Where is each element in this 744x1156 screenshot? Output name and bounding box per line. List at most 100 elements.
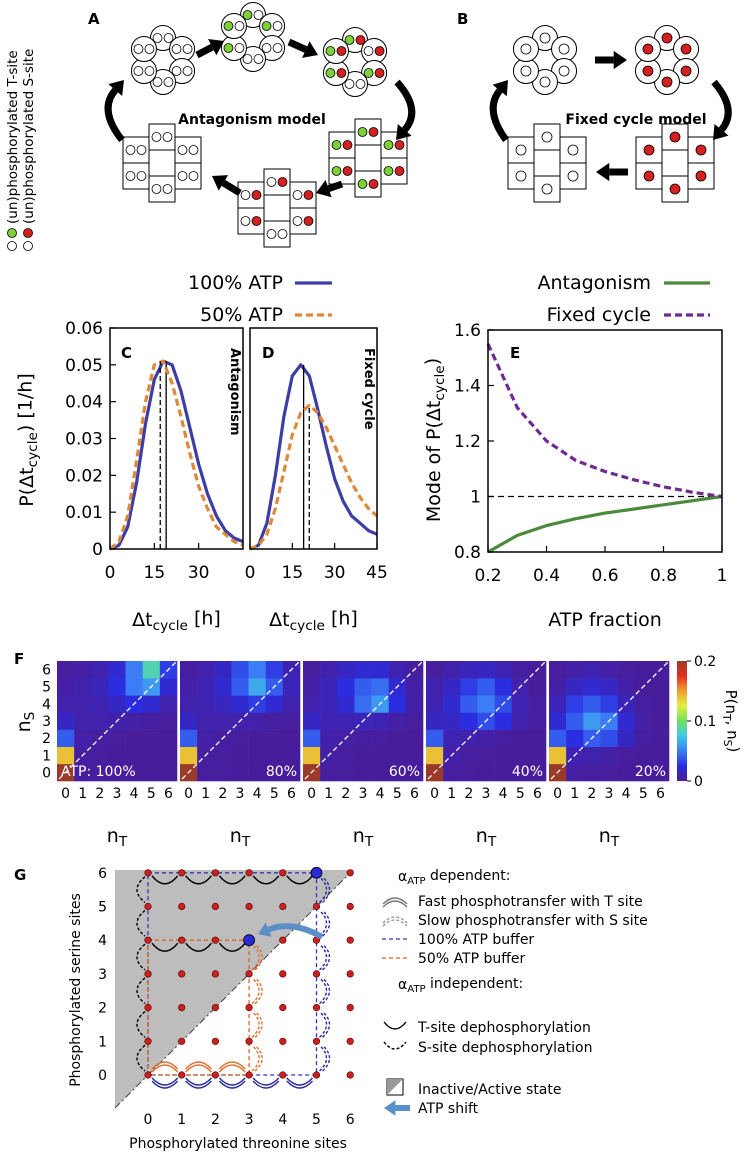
- flow-arrow-head: [492, 80, 508, 97]
- lattice-point: [144, 1003, 152, 1012]
- x-axis-label-part: Δt: [132, 609, 152, 631]
- y-axis-label: nS: [13, 712, 38, 733]
- x-tick-label: 6: [656, 786, 665, 802]
- heatmap-cell: [426, 661, 444, 679]
- site-dot: [171, 44, 182, 54]
- heatmap-cell: [600, 661, 618, 679]
- heatmap-cell: [634, 695, 653, 713]
- heatmap-cell: [354, 661, 372, 679]
- y-tick-label: 0.04: [65, 393, 103, 413]
- site-dot: [133, 66, 144, 76]
- site-dot: [188, 171, 199, 181]
- heatmap-cell: [159, 729, 178, 748]
- heatmap-cell: [494, 661, 513, 679]
- t-transfer-arc: [252, 1080, 280, 1089]
- heatmap-cell: [91, 763, 109, 782]
- colorbar-tick-label: 0: [694, 774, 703, 790]
- heatmap-cell: [460, 746, 478, 765]
- flow-arrow: [394, 79, 416, 133]
- heatmap-cell: [426, 712, 444, 730]
- s-dephos-arc: [136, 1044, 146, 1072]
- x-axis-label-part: [h]: [188, 607, 221, 629]
- model-title: Antagonism model: [178, 112, 326, 128]
- s-transfer-arc: [319, 1044, 328, 1072]
- heatmap-cell: [231, 729, 249, 748]
- y-axis-label-part: n: [13, 720, 35, 732]
- x-tick-label: 30: [188, 563, 210, 583]
- x-axis-label: Δtcycle [h]: [132, 607, 221, 634]
- x-tick-label: 45: [366, 563, 388, 583]
- legend-heading-part: independent:: [426, 976, 524, 992]
- heatmap-cell: [108, 695, 126, 713]
- heatmap-cell: [443, 763, 461, 782]
- heatmap-cell: [651, 712, 670, 730]
- heatmap-cell: [634, 712, 653, 730]
- site-dot: [303, 190, 314, 200]
- legend-heading: αATP dependent:: [398, 868, 511, 887]
- x-tick-label: 0: [61, 786, 70, 802]
- heatmap-cell: [371, 746, 390, 765]
- heatmap-cell: [494, 678, 513, 696]
- site-dot: [240, 216, 251, 226]
- heatmap-cell: [651, 678, 670, 696]
- x-tick-label: 0: [105, 563, 116, 583]
- legend-icon: [382, 916, 408, 924]
- site-dot: [368, 179, 379, 189]
- lattice-point: [245, 1037, 253, 1045]
- annotation: Fixed cycle: [361, 348, 376, 430]
- site-dot: [303, 216, 314, 226]
- site-dot: [342, 166, 353, 176]
- heatmap-cell: [108, 678, 126, 696]
- legend-label: T-site dephosphorylation: [417, 1020, 591, 1036]
- subunit: [130, 36, 157, 62]
- heatmap-cell: [477, 678, 495, 696]
- heatmap-cell: [566, 678, 584, 696]
- lattice-point: [279, 1037, 287, 1045]
- site-dot: [661, 76, 673, 88]
- s-dephos-arc: [136, 943, 146, 971]
- y-tick-label: 0.01: [65, 503, 103, 523]
- heatmap-cell: [460, 712, 478, 730]
- lattice-point: [279, 1003, 287, 1012]
- heatmap-cell: [600, 695, 618, 713]
- s-transfer-arc: [319, 943, 328, 971]
- site-dot: [162, 184, 173, 194]
- y-tick-label: 3: [42, 714, 51, 730]
- s-transfer-arc: [322, 977, 331, 1005]
- heatmap-cell: [405, 712, 424, 730]
- subunit: [533, 175, 561, 203]
- series-line: [249, 363, 378, 551]
- x-tick-label: 0.2: [474, 566, 501, 586]
- site-dot: [344, 79, 355, 89]
- heatmap-cell: [125, 763, 144, 782]
- x-tick-label: 3: [245, 1112, 254, 1128]
- site-dot: [355, 35, 366, 45]
- t-dephos-arc: [151, 875, 179, 885]
- heatmap-cell: [477, 746, 495, 765]
- heatmap-cell: [142, 661, 161, 679]
- heatmap-cell: [91, 661, 109, 679]
- heatmap-cell: [142, 695, 161, 713]
- site-dot: [567, 170, 579, 182]
- model-title: Fixed cycle model: [565, 112, 706, 128]
- t-transfer-arc: [151, 1077, 179, 1086]
- lattice-point: [245, 970, 253, 978]
- heatmap-cell: [265, 712, 284, 730]
- site-dot: [182, 44, 193, 54]
- s-transfer-arc: [322, 943, 331, 971]
- heatmap-cell: [354, 695, 372, 713]
- colorbar-label: P(nT, nS): [720, 690, 743, 753]
- y-axis-label: Phosphorylated serine sites: [68, 893, 84, 1087]
- x-axis-label-part: T: [241, 834, 251, 850]
- panel-label: D: [262, 344, 274, 362]
- heatmap-cell: [651, 746, 670, 765]
- flow-arrow: [287, 38, 308, 53]
- x-tick-label: 1: [717, 566, 728, 586]
- heatmap-cell: [214, 746, 232, 765]
- x-tick-label: 5: [147, 786, 156, 802]
- heatmap-cell: [511, 763, 530, 782]
- lattice-point: [346, 902, 354, 911]
- site-dot: [163, 33, 174, 43]
- x-tick-label: 3: [482, 786, 491, 802]
- y-axis-label: Mode of P(Δtcycle): [421, 358, 448, 522]
